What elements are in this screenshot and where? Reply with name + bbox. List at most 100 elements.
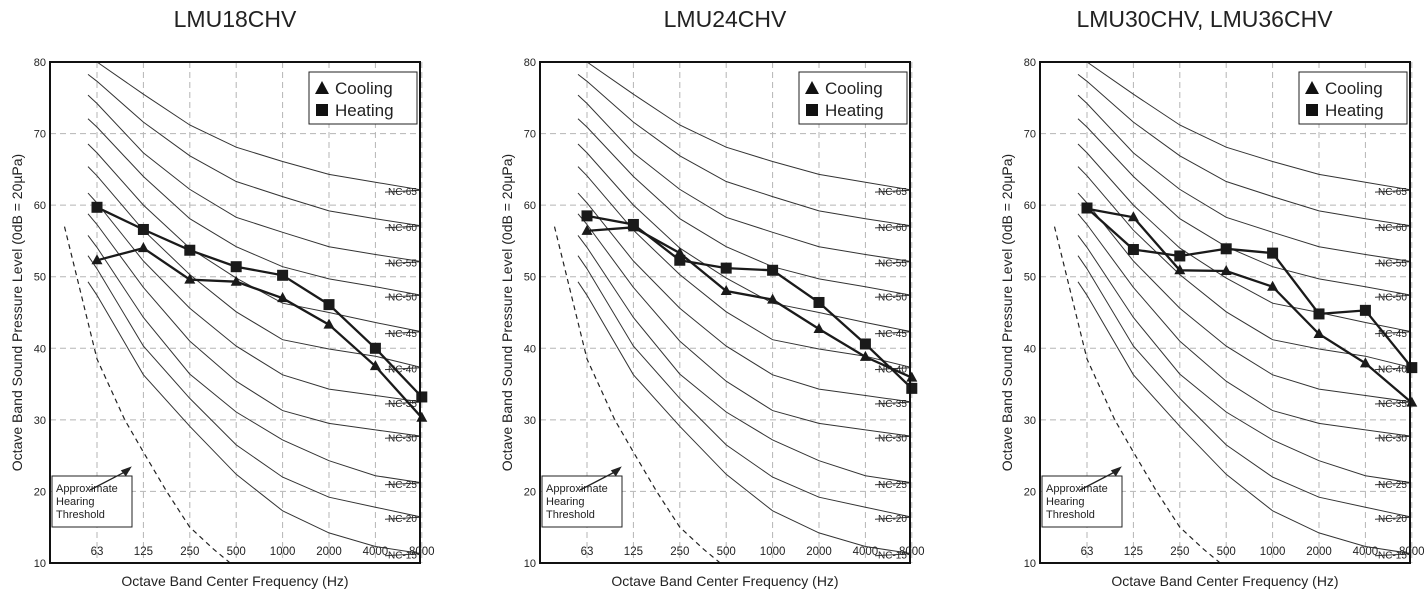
x-tick-label: 125	[1124, 546, 1143, 558]
x-tick-label: 4000	[363, 546, 389, 558]
y-tick-label: 40	[524, 343, 536, 355]
nc-curve	[87, 235, 420, 486]
annotation-arrow-head	[610, 466, 622, 477]
heating-point	[627, 218, 639, 230]
heating-line	[1086, 207, 1413, 369]
nc-curve-label: NC-60	[388, 223, 417, 234]
x-tick-label: 500	[1217, 546, 1236, 558]
y-tick-label: 30	[524, 415, 536, 427]
heating-point	[1313, 308, 1325, 320]
nc-curve-label: NC-20	[1378, 514, 1407, 525]
x-tick-label: 125	[624, 546, 643, 558]
nc-curve	[1077, 213, 1410, 439]
nc-curve-label: NC-45	[878, 329, 907, 340]
nc-curve-label: NC-20	[388, 514, 417, 525]
nc-curve	[577, 192, 910, 405]
x-tick-label: 250	[180, 546, 199, 558]
heating-line	[96, 206, 423, 398]
legend-triangle-icon	[315, 81, 329, 94]
nc-curve-label: NC-25	[1378, 480, 1407, 491]
hearing-threshold-label: Threshold	[546, 509, 595, 521]
nc-curve-label: NC-40	[388, 365, 417, 376]
legend-label: Heating	[1325, 101, 1384, 120]
chart-panel-1: LMU18CHV NC-65 NC-60 NC-55 NC-50 NC-45 NC-40 N…	[0, 0, 470, 601]
heating-point	[581, 210, 593, 222]
nc-curve	[577, 118, 910, 298]
nc-curve	[87, 192, 420, 405]
nc-curve-label: NC-65	[878, 187, 907, 198]
y-tick-label: 40	[34, 343, 46, 355]
cooling-line	[1086, 207, 1413, 404]
y-tick-label: 30	[1024, 415, 1036, 427]
y-tick-label: 50	[34, 272, 46, 284]
heating-point	[1081, 202, 1093, 214]
plot-frame	[49, 61, 421, 564]
heating-point	[813, 296, 825, 308]
hearing-threshold-label: Hearing	[1046, 496, 1085, 508]
x-tick-label: 250	[1170, 546, 1189, 558]
heating-point	[323, 299, 335, 311]
cooling-point	[184, 273, 196, 284]
cooling-point	[277, 292, 289, 303]
hearing-threshold-curve	[1053, 226, 1222, 563]
y-tick-label: 60	[34, 200, 46, 212]
nc-curve-label: NC-30	[878, 433, 907, 444]
hearing-threshold-label: Threshold	[56, 509, 105, 521]
heating-line	[586, 214, 913, 390]
cooling-point	[323, 318, 335, 329]
nc-curve-label: NC-55	[388, 259, 417, 270]
legend-square-icon	[316, 104, 328, 116]
heating-point	[1406, 362, 1418, 374]
nc-curve-label: NC-50	[878, 292, 907, 303]
x-tick-label: 1000	[760, 546, 786, 558]
heating-point	[1174, 250, 1186, 262]
y-tick-label: 70	[1024, 129, 1036, 141]
nc-curve	[577, 235, 910, 486]
x-tick-label: 125	[134, 546, 153, 558]
nc-curve	[1077, 235, 1410, 486]
cooling-point	[369, 360, 381, 371]
heating-point	[1220, 243, 1232, 255]
hearing-threshold-label: Approximate	[1046, 483, 1108, 495]
legend-label: Heating	[335, 101, 394, 120]
chart-title: LMU30CHV, LMU36CHV	[1076, 6, 1333, 32]
hearing-threshold-label-box	[541, 475, 623, 528]
legend-square-icon	[1306, 104, 1318, 116]
x-tick-label: 8000	[1399, 546, 1424, 558]
heating-point	[1359, 304, 1371, 316]
y-tick-label: 20	[524, 486, 536, 498]
cooling-line	[96, 246, 423, 419]
x-tick-label: 2000	[1306, 546, 1332, 558]
nc-curve-label: NC-60	[878, 223, 907, 234]
y-tick-label: 20	[34, 486, 46, 498]
hearing-threshold-curve	[63, 226, 232, 563]
x-tick-label: 500	[227, 546, 246, 558]
plot-frame	[1039, 61, 1411, 564]
y-tick-label: 40	[1024, 343, 1036, 355]
heating-point	[137, 223, 149, 235]
nc-curve-label: NC-35	[878, 399, 907, 410]
cooling-point	[1359, 357, 1371, 368]
y-tick-label: 60	[524, 200, 536, 212]
y-axis-label: Octave Band Sound Pressure Level (0dB = …	[9, 154, 25, 471]
heating-point	[1127, 244, 1139, 256]
y-tick-label: 30	[34, 415, 46, 427]
x-tick-label: 4000	[853, 546, 879, 558]
nc-curve	[87, 281, 420, 557]
nc-curve	[87, 213, 420, 439]
nc-curve	[577, 281, 910, 557]
heating-point	[277, 269, 289, 281]
y-tick-label: 20	[1024, 486, 1036, 498]
x-tick-label: 1000	[270, 546, 296, 558]
y-tick-label: 10	[34, 558, 46, 570]
y-axis-label: Octave Band Sound Pressure Level (0dB = …	[999, 154, 1015, 471]
annotation-arrow-head	[120, 466, 132, 477]
y-tick-label: 70	[34, 129, 46, 141]
x-tick-label: 63	[91, 546, 104, 558]
nc-curve	[87, 143, 420, 335]
legend-square-icon	[806, 104, 818, 116]
cooling-line	[586, 226, 913, 379]
nc-curve-label: NC-50	[388, 292, 417, 303]
y-tick-label: 50	[524, 272, 536, 284]
cooling-point	[859, 350, 871, 361]
